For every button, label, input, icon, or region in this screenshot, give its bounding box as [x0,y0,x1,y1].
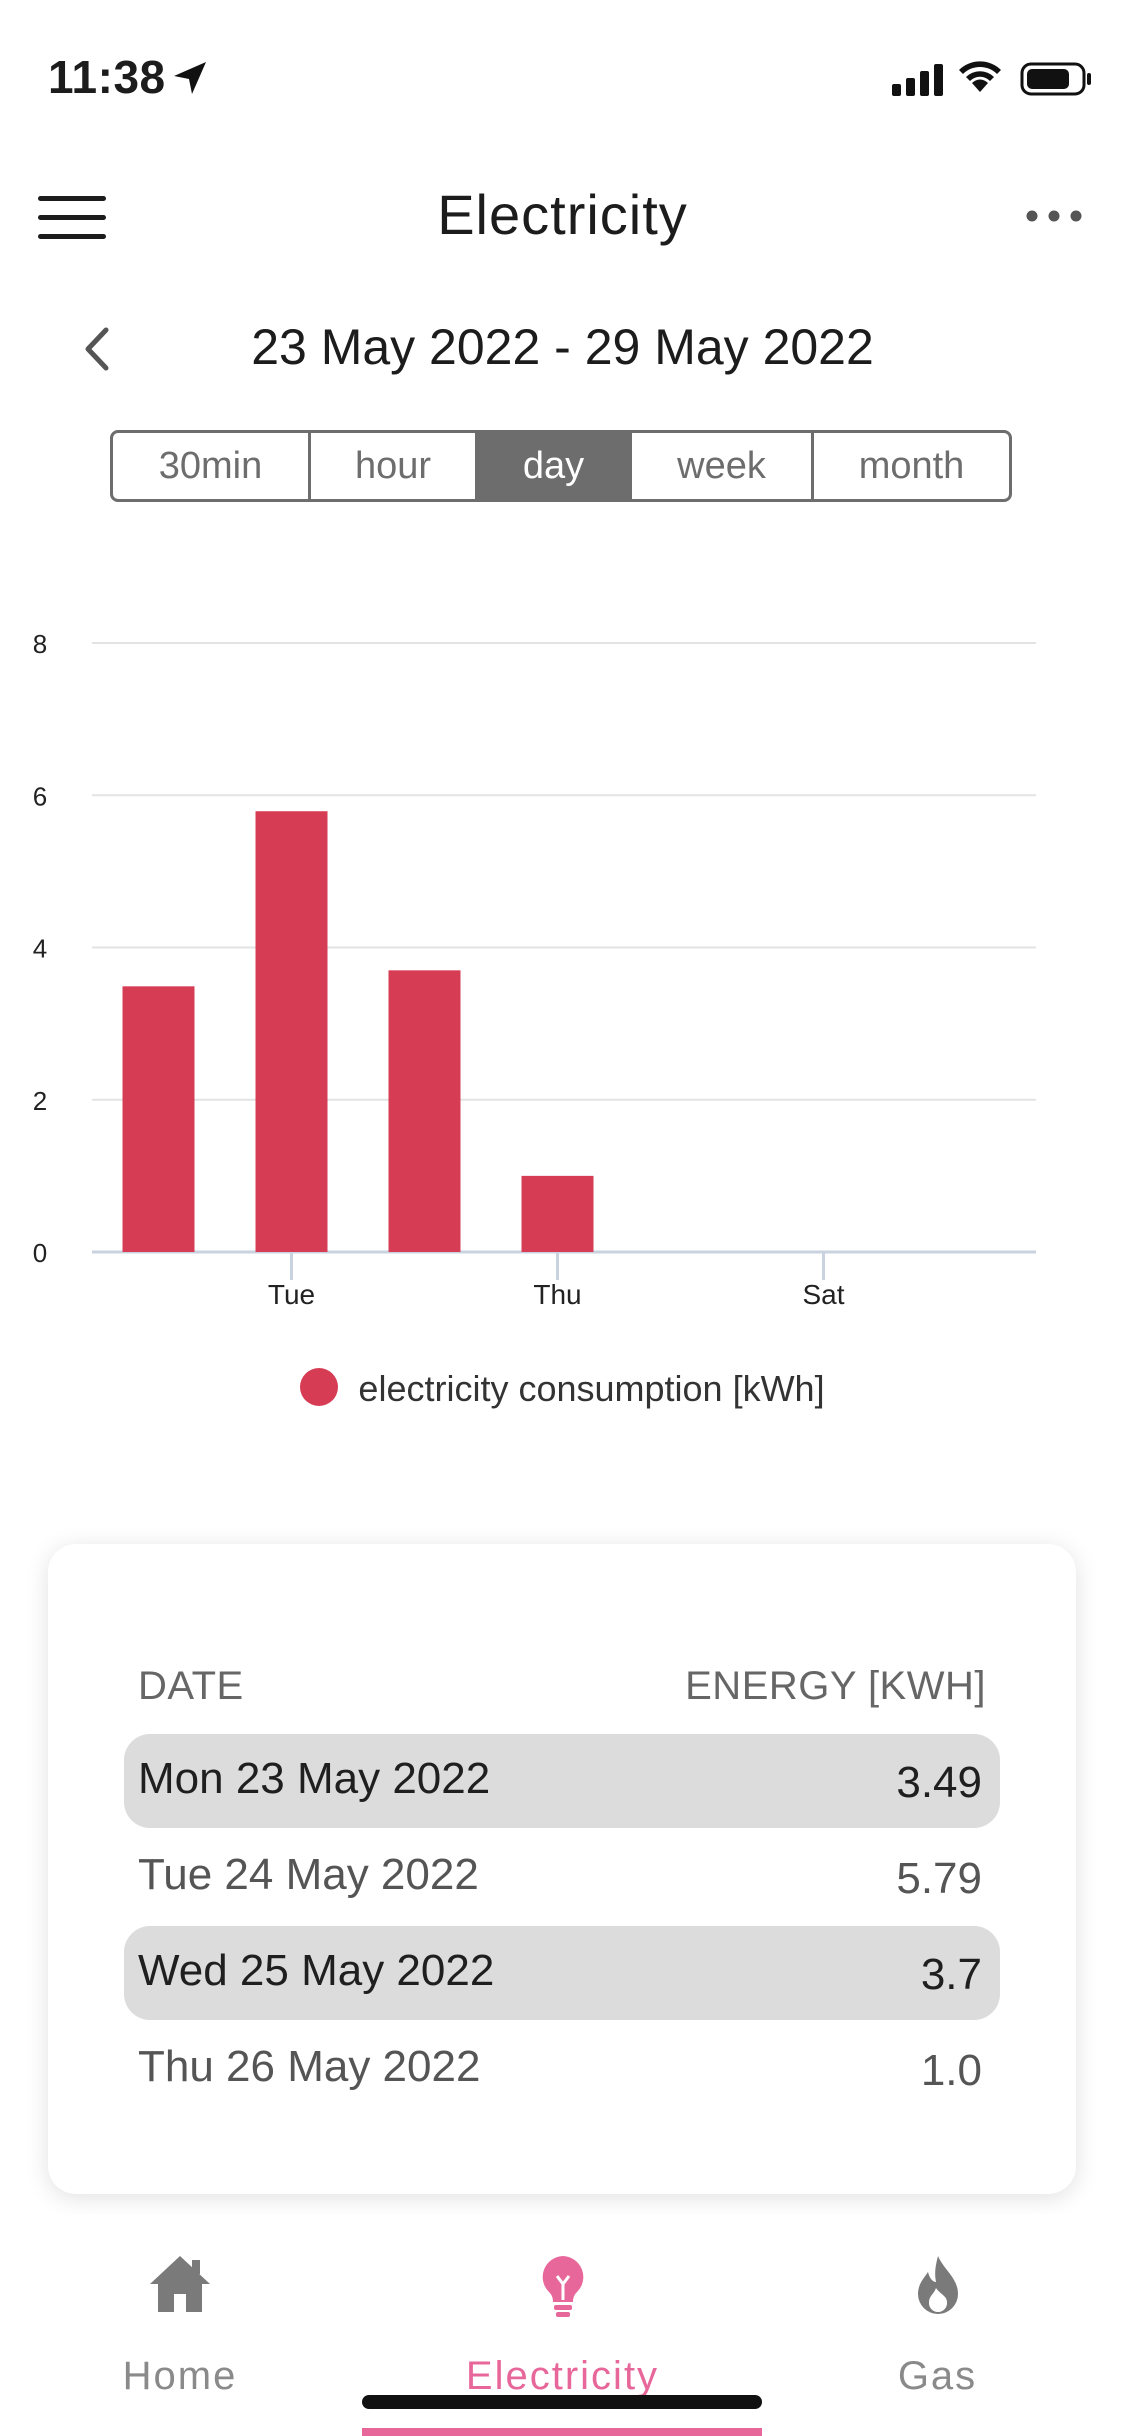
table-row[interactable]: Tue 24 May 2022 5.79 [124,1830,1000,1924]
daily-energy-table: DATE ENERGY [KWH] Mon 23 May 2022 3.49 T… [48,1544,1076,2194]
column-header-date: DATE [138,1664,244,1708]
tab-electricity[interactable]: Electricity [375,2214,750,2414]
location-arrow-icon [174,62,206,94]
status-time: 11:38 [48,51,166,103]
lightbulb-icon [542,2256,583,2317]
bar-tue[interactable] [255,811,328,1252]
row-energy: 5.79 [896,1854,982,1903]
table-row[interactable]: Wed 25 May 2022 3.7 [124,1926,1000,2020]
y-tick-label: 6 [33,781,47,811]
consumption-bar-chart: 0 2 4 6 8 Tue Thu Sat [33,629,1036,1310]
tab-electricity-label: Electricity [465,2354,660,2398]
battery-icon [1020,62,1091,96]
row-date: Tue 24 May 2022 [138,1850,479,1899]
house-icon [150,2256,210,2312]
x-tick-label: Tue [268,1279,315,1310]
tab-gas-label: Gas [897,2354,978,2398]
tab-home[interactable]: Home [0,2214,555,2414]
row-date: Mon 23 May 2022 [138,1754,491,1803]
active-tab-indicator [362,2428,762,2436]
legend-label: electricity consumption [kWh] [358,1368,825,1409]
chart-legend: electricity consumption [kWh] [0,1368,1125,1410]
tab-gas[interactable]: Gas [750,2214,1125,2414]
y-tick-label: 2 [33,1086,47,1116]
row-date: Thu 26 May 2022 [138,2042,481,2091]
hamburger-menu-icon[interactable] [36,194,108,242]
page-title: Electricity [437,183,688,246]
x-tick-label: Sat [802,1279,844,1310]
row-date: Wed 25 May 2022 [138,1946,495,1995]
bar-mon[interactable] [122,986,195,1252]
segment-month[interactable]: month [858,444,965,487]
bar-thu[interactable] [521,1175,594,1252]
bottom-tab-bar: Home Electricity Gas [0,2214,1125,2436]
y-tick-label: 4 [33,934,47,964]
legend-marker [300,1368,339,1407]
segment-week[interactable]: week [632,433,814,499]
tab-home-label: Home [122,2354,238,2398]
cellular-signal-icon [892,64,943,96]
segment-day[interactable]: day [478,433,632,499]
row-energy: 3.7 [920,1950,982,1999]
y-tick-label: 8 [33,629,47,659]
status-bar: 11:38 [0,0,1125,150]
more-options-icon[interactable] [1024,206,1084,226]
row-energy: 1.0 [920,2046,982,2095]
table-row[interactable]: Mon 23 May 2022 3.49 [124,1734,1000,1828]
segment-hour[interactable]: hour [311,433,478,499]
date-range-label: 23 May 2022 - 29 May 2022 [251,319,874,375]
wifi-icon [959,61,1001,92]
y-tick-label: 0 [33,1238,47,1268]
bar-wed[interactable] [388,970,461,1252]
table-row[interactable]: Thu 26 May 2022 1.0 [124,2022,1000,2116]
home-indicator [362,2395,762,2409]
resolution-segmented-control: 30min hour day week month [110,430,1012,502]
column-header-energy: ENERGY [KWH] [685,1664,986,1708]
x-tick-label: Thu [533,1279,581,1310]
row-energy: 3.49 [896,1758,982,1807]
chevron-left-icon[interactable] [78,324,118,374]
flame-icon [917,2256,958,2314]
segment-30min[interactable]: 30min [113,433,311,499]
